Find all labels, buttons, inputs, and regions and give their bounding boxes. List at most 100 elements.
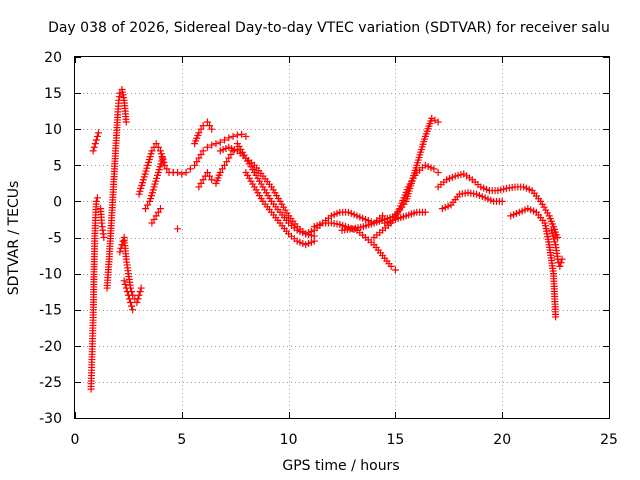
data-point [135,291,143,299]
data-point [141,205,149,213]
x-tick-label: 15 [386,432,404,448]
data-point-interp [121,280,129,288]
data-point-interp [163,165,171,173]
data-point-interp [154,208,162,216]
data-point-interp [557,259,565,267]
plot-frame [74,56,610,419]
data-point-interp [197,179,205,187]
data-point [195,154,203,162]
data-point [178,170,186,178]
data-point-interp [134,295,142,303]
y-tick-label: -30 [39,411,62,427]
data-point [152,212,160,220]
y-tick-label: 5 [53,158,62,174]
y-tick-label: 0 [53,194,62,210]
y-axis-label: SDTVAR / TECUs [6,181,22,296]
data-point [90,143,98,151]
data-point [199,147,207,155]
x-tick-labels: 0 5 10 15 20 25 [71,432,618,448]
data-point-interp [125,295,133,303]
data-point [156,205,164,213]
y-tick-label: 15 [44,86,62,102]
data-point-interp [431,116,439,124]
data-point [203,169,211,177]
data-point-interp [227,150,235,158]
data-point [216,169,224,177]
grid [75,57,609,418]
data-point [133,298,141,306]
data-point [92,197,100,205]
data-point [120,277,128,285]
data-point-interp [123,288,131,296]
data-point [430,165,438,173]
data-point [191,161,199,169]
data-point [148,219,156,227]
data-point [152,140,160,148]
data-point [94,129,102,137]
y-tick-label: 10 [44,122,62,138]
chart-title: Day 038 of 2026, Sidereal Day-to-day VTE… [48,20,610,36]
data-point-interp [197,150,205,158]
data-point [434,169,442,177]
data-point [387,262,395,270]
data-point [554,234,562,241]
data-point [91,140,99,148]
data-point [552,313,560,321]
data-point [225,154,233,162]
data-point [558,255,566,263]
data-point [92,136,100,144]
data-point [434,118,442,126]
y-tick-label: -10 [39,267,62,283]
data-point-interp [197,125,205,133]
y-tick-label: -25 [39,375,62,391]
y-tick-label: 20 [44,50,62,66]
data-point-interp [206,122,214,130]
data-point [221,161,229,169]
data-point [391,266,399,274]
data-point [203,118,211,126]
data-point-interp [128,302,136,310]
data-point [89,147,97,155]
data-point-interp [193,158,201,166]
x-tick-label: 25 [600,432,618,448]
data-point [93,194,101,202]
data-point [233,131,241,139]
data-point [238,130,246,138]
x-tick-label: 0 [71,432,80,448]
data-point [129,306,137,314]
data-point-interp [144,201,152,209]
data-point [199,176,207,184]
data-point [195,129,203,137]
data-point [161,161,169,169]
data-point [242,132,250,140]
data-point [229,132,237,140]
data-point [208,125,216,133]
data-point [221,136,229,144]
data-point [159,154,167,162]
data-point [174,225,182,233]
data-point [556,262,564,270]
data-point [498,197,506,205]
data-point-interp [154,143,162,151]
data-point [182,169,190,177]
y-tick-label: -20 [39,339,62,355]
data-point [310,237,318,245]
data-point-interp [218,165,226,173]
x-tick-label: 10 [280,432,298,448]
data-point [216,138,224,146]
data-point [203,143,211,151]
data-point [208,141,216,149]
data-point [148,147,156,155]
data-points [87,85,566,393]
x-axis-label: GPS time / hours [282,458,399,474]
data-point [124,291,132,299]
data-point-interp [223,158,231,166]
data-point [137,284,145,292]
data-point [100,234,108,241]
y-tick-label: -5 [48,231,62,247]
data-point [127,298,135,306]
data-point [199,122,207,130]
data-point [225,134,233,142]
data-point-interp [206,172,214,180]
